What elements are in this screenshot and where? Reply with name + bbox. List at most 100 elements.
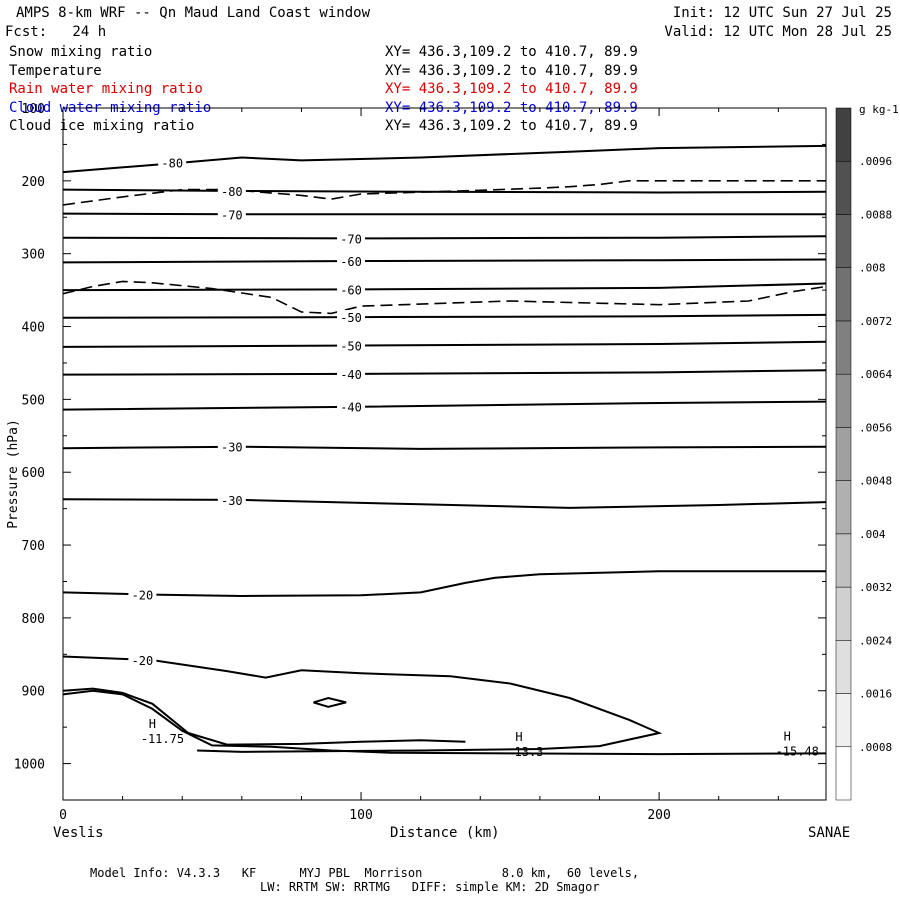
contour-label: -20: [132, 589, 154, 603]
extremum-value: -11.75: [141, 732, 184, 746]
contour-label-bg: [337, 399, 366, 414]
colorbar-tick-label: .0032: [859, 581, 892, 594]
contour-label-bg: [337, 282, 366, 297]
colorbar-segment: [835, 586, 852, 641]
contour-label-bg: [128, 653, 157, 668]
extremum-marker: H: [515, 730, 522, 744]
y-tick-label: 400: [22, 321, 45, 336]
colorbar-segment: [835, 693, 852, 748]
legend-name: Rain water mixing ratio: [9, 81, 203, 97]
temperature-contour: [63, 212, 826, 216]
temperature-contour: [313, 696, 347, 708]
contour-label-bg: [128, 587, 157, 602]
legend-xy: XY= 436.3,109.2 to 410.7, 89.9: [385, 62, 638, 79]
forecast-hour: Fcst: 24 h: [5, 24, 107, 40]
temperature-contour: [63, 687, 466, 746]
x-tick-label: 100: [349, 808, 372, 823]
colorbar-tick-label: .008: [859, 262, 886, 275]
colorbar-segment: [835, 214, 852, 268]
colorbar-segment: [835, 160, 852, 215]
contour-label-bg: [217, 184, 246, 199]
contour-label-bg: [217, 439, 246, 454]
colorbar-segment: [835, 480, 852, 535]
colorbar-segment: [835, 373, 852, 428]
y-tick-label: 300: [22, 248, 45, 263]
colorbar-tick-label: .0088: [859, 208, 892, 221]
y-tick-label: 700: [22, 539, 45, 554]
contour-label: -40: [340, 368, 362, 382]
contour-label: -50: [340, 311, 362, 325]
colorbar-segment: [835, 746, 852, 801]
colorbar-segment: [835, 267, 852, 322]
plot-frame: [62, 107, 827, 801]
contour-label: -60: [340, 283, 362, 297]
model-info-line2: LW: RRTM SW: RRTMG DIFF: simple KM: 2D S…: [260, 880, 600, 894]
temperature-contour: [63, 369, 826, 376]
colorbar-tick-label: .0072: [859, 315, 892, 328]
extremum-value: -15.48: [776, 744, 819, 758]
temperature-contour: [63, 498, 826, 509]
temperature-contour: [63, 235, 826, 240]
init-time: Init: 12 UTC Sun 27 Jul 25: [672, 5, 892, 21]
contour-label: -70: [221, 208, 243, 222]
colorbar-segment: [835, 320, 852, 375]
colorbar-tick-label: .0096: [859, 155, 892, 168]
contour-label: -70: [340, 232, 362, 246]
contour-label: -80: [161, 157, 183, 171]
model-info-line1: Model Info: V4.3.3 KF MYJ PBL Morrison 8…: [90, 866, 640, 880]
temperature-contour: [63, 144, 826, 174]
colorbar-segment: [835, 107, 852, 162]
dashed-contour: [63, 180, 826, 206]
legend-name: Snow mixing ratio: [9, 44, 153, 60]
contour-label: -30: [221, 441, 243, 455]
legend-xy: XY= 436.3,109.2 to 410.7, 89.9: [385, 44, 638, 60]
extremum-marker: H: [149, 717, 156, 731]
contour-label: -80: [221, 185, 243, 199]
colorbar-segment: [835, 427, 852, 481]
temperature-contour: [63, 258, 826, 264]
contour-label-bg: [337, 310, 366, 325]
temperature-contour: [63, 655, 663, 753]
temperature-contour: [63, 400, 826, 411]
extremum-marker: H: [784, 729, 791, 743]
colorbar-tick-label: .004: [859, 528, 886, 541]
colorbar-tick-label: .0056: [859, 421, 892, 434]
colorbar-tick-label: .0024: [859, 634, 892, 647]
temperature-contour: [63, 188, 826, 194]
temperature-contour: [63, 340, 826, 348]
chart-title: AMPS 8-km WRF -- Qn Maud Land Coast wind…: [16, 5, 371, 21]
contour-label: -50: [340, 339, 362, 353]
temperature-contour: [63, 689, 826, 756]
contour-label-bg: [337, 231, 366, 246]
x-tick-label: 0: [59, 808, 67, 823]
contour-label-bg: [217, 207, 246, 222]
colorbar-unit: g kg-1: [859, 103, 899, 116]
contour-label-bg: [337, 366, 366, 381]
y-tick-label: 800: [22, 612, 45, 627]
colorbar-tick-label: .0016: [859, 688, 892, 701]
y-tick-label: 500: [22, 393, 45, 408]
x-tick-label: 200: [647, 808, 670, 823]
contour-label: -20: [132, 654, 154, 668]
x-left-label: Veslis: [53, 825, 104, 841]
y-tick-label: 1000: [14, 758, 45, 773]
y-tick-label: 600: [22, 466, 45, 481]
colorbar-tick-label: .0048: [859, 475, 892, 488]
x-axis-label: Distance (km): [390, 825, 500, 841]
contour-label-bg: [158, 155, 187, 170]
y-tick-label: 900: [22, 685, 45, 700]
contour-label: -60: [340, 255, 362, 269]
temperature-contour: [63, 313, 826, 319]
legend-name: Temperature: [9, 62, 102, 79]
contour-label: -40: [340, 401, 362, 415]
y-axis-label: Pressure (hPa): [6, 419, 21, 529]
x-right-label: SANAE: [808, 825, 851, 841]
extremum-value: 13.3: [515, 745, 544, 759]
y-tick-label: 100: [22, 102, 45, 117]
contour-label-bg: [337, 253, 366, 268]
temperature-contour: [63, 445, 826, 450]
temperature-contour: [63, 570, 826, 598]
contour-label-bg: [337, 338, 366, 353]
contour-label-bg: [217, 492, 246, 507]
